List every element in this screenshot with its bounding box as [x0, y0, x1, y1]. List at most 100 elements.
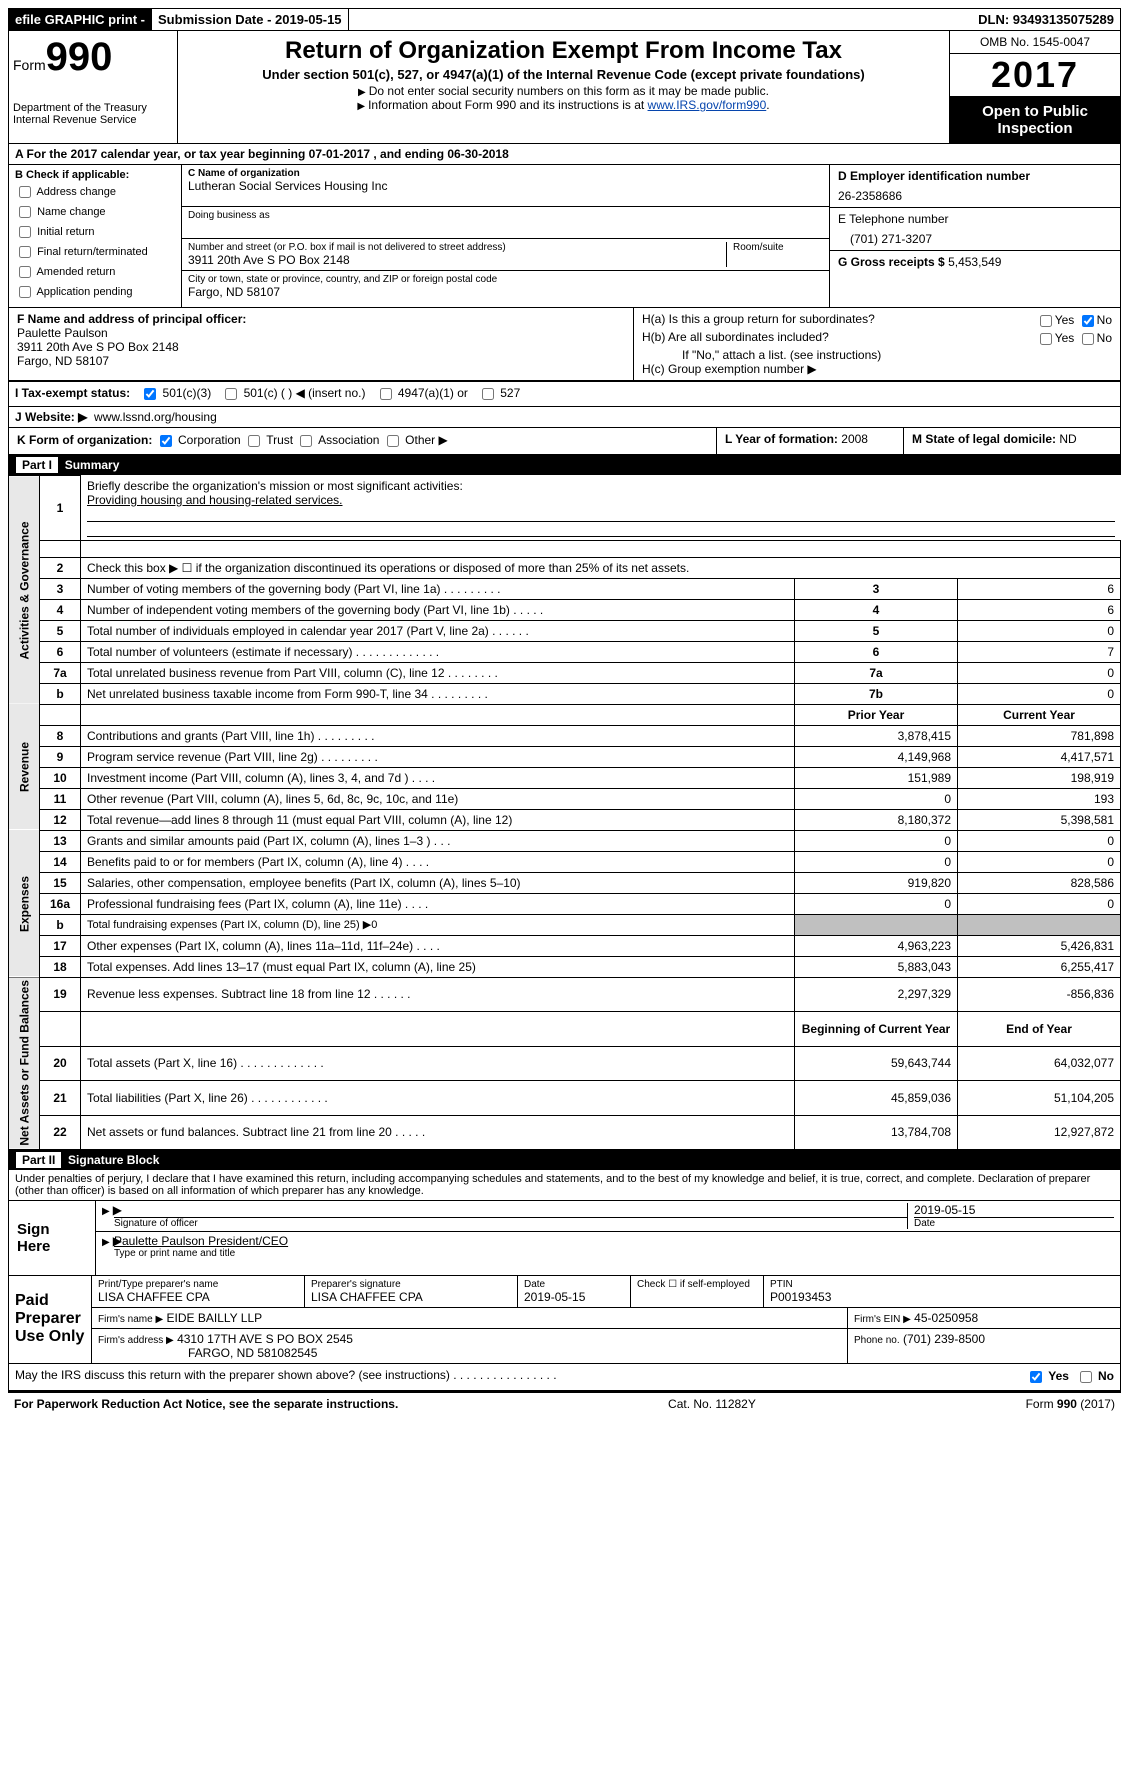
open-to-public: Open to Public Inspection	[950, 97, 1120, 143]
org-name: Lutheran Social Services Housing Inc	[188, 179, 823, 193]
prep-date: 2019-05-15	[524, 1290, 624, 1304]
firm-name-label: Firm's name ▶	[98, 1314, 163, 1325]
firm-phone-label: Phone no.	[854, 1335, 900, 1346]
chk-other[interactable]	[387, 435, 399, 447]
note2-prefix: Information about Form 990 and its instr…	[368, 98, 647, 112]
part1-header: Part I Summary	[8, 455, 1121, 475]
line5: Total number of individuals employed in …	[81, 620, 795, 641]
sig-name-label: Type or print name and title	[114, 1248, 1114, 1259]
line17: Other expenses (Part IX, column (A), lin…	[81, 935, 795, 956]
form-number: 990	[46, 35, 113, 79]
line19: Revenue less expenses. Subtract line 18 …	[81, 977, 795, 1012]
irs-label: Internal Revenue Service	[13, 114, 173, 126]
table-row: 10Investment income (Part VIII, column (…	[9, 767, 1121, 788]
ptin-label: PTIN	[770, 1279, 1114, 1290]
chk-hb-yes[interactable]	[1040, 333, 1052, 345]
line18: Total expenses. Add lines 13–17 (must eq…	[81, 956, 795, 977]
line7b: Net unrelated business taxable income fr…	[81, 683, 795, 704]
section-a: A For the 2017 calendar year, or tax yea…	[9, 144, 1120, 164]
table-row: 14Benefits paid to or for members (Part …	[9, 851, 1121, 872]
side-governance: Activities & Governance	[9, 476, 40, 705]
topbar: efile GRAPHIC print - Submission Date - …	[8, 8, 1121, 31]
table-row: 8Contributions and grants (Part VIII, li…	[9, 725, 1121, 746]
chk-initial-return[interactable]	[19, 226, 31, 238]
dba-label: Doing business as	[188, 210, 823, 221]
section-klm: K Form of organization: Corporation Trus…	[8, 428, 1121, 455]
chk-corp[interactable]	[160, 435, 172, 447]
sig-name: Paulette Paulson President/CEO	[114, 1234, 1114, 1248]
l6v: 7	[958, 641, 1121, 662]
table-row: Beginning of Current YearEnd of Year	[9, 1012, 1121, 1047]
pra-notice: For Paperwork Reduction Act Notice, see …	[14, 1397, 398, 1411]
line11: Other revenue (Part VIII, column (A), li…	[81, 788, 795, 809]
part1-title: Summary	[65, 458, 120, 472]
chk-discuss-no[interactable]	[1080, 1371, 1092, 1383]
table-row: 4Number of independent voting members of…	[9, 599, 1121, 620]
c-name-label: C Name of organization	[188, 168, 823, 179]
line8: Contributions and grants (Part VIII, lin…	[81, 725, 795, 746]
mission-a: Providing housing and housing-related se…	[87, 493, 1115, 507]
part2-title: Signature Block	[68, 1153, 159, 1167]
form-label: Form	[13, 57, 46, 73]
chk-501c3[interactable]	[144, 388, 156, 400]
firm-ein-label: Firm's EIN ▶	[854, 1314, 911, 1325]
section-c: C Name of organizationLutheran Social Se…	[182, 165, 829, 307]
section-f: F Name and address of principal officer:…	[9, 308, 634, 380]
chk-ha-no[interactable]	[1082, 315, 1094, 327]
l5v: 0	[958, 620, 1121, 641]
sig-date: 2019-05-15	[914, 1203, 1114, 1217]
mission-q: Briefly describe the organization's miss…	[87, 479, 1115, 493]
chk-name-change[interactable]	[19, 206, 31, 218]
sig-date-label: Date	[914, 1217, 1114, 1229]
officer-addr1: 3911 20th Ave S PO Box 2148	[17, 340, 625, 354]
line9: Program service revenue (Part VIII, line…	[81, 746, 795, 767]
year-formation: 2008	[841, 432, 868, 446]
chk-4947[interactable]	[380, 388, 392, 400]
footer: For Paperwork Reduction Act Notice, see …	[8, 1391, 1121, 1415]
efile-label: efile GRAPHIC print -	[9, 9, 152, 30]
officer-addr2: Fargo, ND 58107	[17, 354, 625, 368]
street-label: Number and street (or P.O. box if mail i…	[188, 242, 720, 253]
chk-trust[interactable]	[248, 435, 260, 447]
m-label: M State of legal domicile:	[912, 432, 1056, 446]
chk-ha-yes[interactable]	[1040, 315, 1052, 327]
chk-501c[interactable]	[225, 388, 237, 400]
chk-final-return[interactable]	[19, 246, 31, 258]
hb-note: If "No," attach a list. (see instruction…	[642, 348, 1112, 362]
line13: Grants and similar amounts paid (Part IX…	[81, 830, 795, 851]
discuss-q: May the IRS discuss this return with the…	[15, 1368, 557, 1386]
dln: DLN: 93493135075289	[349, 9, 1120, 30]
part1-label: Part I	[16, 457, 58, 473]
line7a: Total unrelated business revenue from Pa…	[81, 662, 795, 683]
prep-date-label: Date	[524, 1279, 624, 1290]
dba-value	[188, 221, 823, 235]
chk-application-pending[interactable]	[19, 286, 31, 298]
line16a: Professional fundraising fees (Part IX, …	[81, 893, 795, 914]
chk-address-change[interactable]	[19, 186, 31, 198]
prep-sig-label: Preparer's signature	[311, 1279, 511, 1290]
state-domicile: ND	[1059, 432, 1076, 446]
table-row: 22Net assets or fund balances. Subtract …	[9, 1115, 1121, 1150]
dept-label: Department of the Treasury	[13, 102, 173, 114]
l4v: 6	[958, 599, 1121, 620]
chk-assoc[interactable]	[300, 435, 312, 447]
chk-discuss-yes[interactable]	[1030, 1371, 1042, 1383]
section-h: H(a) Is this a group return for subordin…	[634, 308, 1120, 380]
irs-link[interactable]: www.IRS.gov/form990	[648, 98, 767, 112]
ein-value: 26-2358686	[838, 189, 1112, 203]
table-row: 9Program service revenue (Part VIII, lin…	[9, 746, 1121, 767]
form-header: Form990 Department of the Treasury Inter…	[8, 31, 1121, 144]
line14: Benefits paid to or for members (Part IX…	[81, 851, 795, 872]
chk-amended[interactable]	[19, 266, 31, 278]
line20: Total assets (Part X, line 16) . . . . .…	[81, 1046, 795, 1081]
line6: Total number of volunteers (estimate if …	[81, 641, 795, 662]
paid-prep-label: Paid Preparer Use Only	[9, 1276, 92, 1363]
street-value: 3911 20th Ave S PO Box 2148	[188, 253, 720, 267]
chk-527[interactable]	[482, 388, 494, 400]
line16b: Total fundraising expenses (Part IX, col…	[81, 914, 795, 935]
section-b: B Check if applicable: Address change Na…	[9, 165, 182, 307]
chk-hb-no[interactable]	[1082, 333, 1094, 345]
prep-name: LISA CHAFFEE CPA	[98, 1290, 298, 1304]
l7bv: 0	[958, 683, 1121, 704]
sig-officer-label: Signature of officer	[114, 1217, 907, 1229]
